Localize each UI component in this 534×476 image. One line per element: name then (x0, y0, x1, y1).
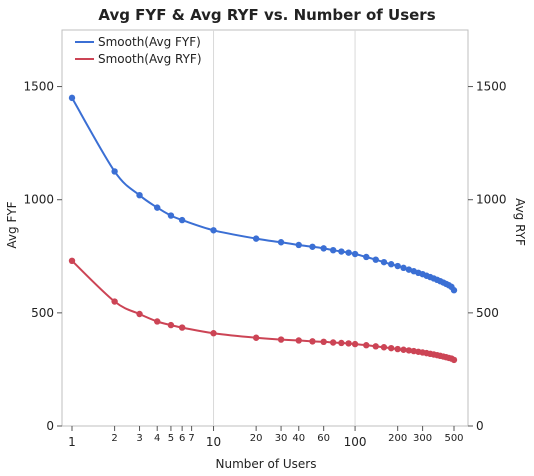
x-tick-label: 500 (444, 433, 463, 444)
y-tick-label-left: 500 (31, 306, 54, 320)
data-point-fyf (345, 249, 352, 256)
data-point-ryf (388, 344, 395, 352)
data-point-fyf (388, 261, 395, 268)
y-axis-label-right: Avg RYF (513, 198, 527, 246)
data-point-ryf (405, 347, 413, 354)
y-tick-label-right: 1000 (476, 193, 507, 207)
x-tick-label: 60 (317, 433, 330, 444)
x-tick-label: 4 (154, 433, 160, 444)
data-point-fyf (380, 258, 388, 266)
data-point-fyf (210, 227, 217, 234)
data-point-ryf (295, 337, 302, 344)
data-point-ryf (320, 338, 327, 346)
legend: Smooth(Avg FYF) Smooth(Avg RYF) (75, 35, 202, 66)
data-point-ryf (351, 340, 359, 348)
x-tick-label: 10 (206, 435, 221, 449)
data-point-ryf (154, 318, 161, 325)
data-point-fyf (351, 250, 359, 258)
data-point-ryf (68, 257, 76, 265)
x-axis-label: Number of Users (215, 457, 316, 471)
legend-label-fyf: Smooth(Avg FYF) (98, 35, 201, 49)
y-tick-label-right: 1500 (476, 80, 507, 94)
data-point-fyf (405, 266, 413, 273)
x-tick-label: 1 (68, 435, 76, 449)
chart-title: Avg FYF & Avg RYF vs. Number of Users (98, 6, 435, 24)
data-point-ryf (372, 343, 379, 350)
data-point-fyf (154, 204, 161, 211)
y-axis-left: 0 500 1000 1500 (23, 80, 62, 433)
x-tick-label: 300 (413, 433, 432, 444)
x-tick-label: 7 (188, 433, 194, 444)
x-tick-label: 5 (168, 433, 174, 444)
data-point-fyf (394, 262, 401, 270)
data-point-fyf (320, 245, 327, 252)
data-point-ryf (136, 310, 143, 318)
x-tick-label: 200 (388, 433, 407, 444)
y-axis-right: 0 500 1000 1500 (468, 80, 507, 433)
data-point-fyf (178, 216, 186, 224)
x-tick-label: 20 (250, 433, 263, 444)
data-point-fyf (372, 256, 379, 263)
data-point-ryf (167, 321, 175, 329)
plot-frame (61, 29, 469, 427)
data-point-fyf (400, 264, 407, 272)
data-point-ryf (210, 330, 217, 337)
x-tick-label: 40 (292, 433, 305, 444)
data-point-fyf (450, 287, 458, 294)
data-point-ryf (178, 324, 186, 331)
data-point-ryf (329, 339, 337, 346)
legend-label-ryf: Smooth(Avg RYF) (98, 52, 202, 66)
data-point-ryf (309, 338, 316, 345)
data-point-fyf (309, 243, 316, 250)
data-point-fyf (338, 248, 345, 255)
data-point-fyf (363, 253, 370, 261)
y-tick-label-right: 0 (476, 419, 484, 433)
data-point-fyf (295, 241, 302, 249)
data-point-ryf (450, 356, 458, 364)
data-point-ryf (380, 344, 388, 351)
data-point-ryf (345, 340, 352, 347)
data-point-fyf (167, 212, 175, 219)
data-point-fyf (277, 239, 285, 246)
data-point-ryf (338, 339, 345, 347)
data-point-ryf (277, 336, 285, 343)
data-point-ryf (394, 345, 401, 353)
x-tick-label: 2 (111, 433, 117, 444)
data-point-ryf (111, 298, 118, 305)
x-tick-label: 30 (275, 433, 288, 444)
data-point-fyf (68, 94, 76, 102)
y-tick-label-right: 500 (476, 306, 499, 320)
data-point-fyf (111, 168, 118, 175)
x-axis: 1 2 3 4 5 6 7 10 20 30 40 60 100 200 300 500 (68, 426, 464, 449)
data-point-ryf (252, 334, 260, 341)
data-point-fyf (252, 235, 260, 242)
data-point-ryf (363, 342, 370, 349)
x-tick-label: 3 (136, 433, 142, 444)
y-axis-label-left: Avg FYF (5, 201, 19, 248)
x-tick-label: 6 (179, 433, 185, 444)
data-point-ryf (400, 346, 407, 353)
data-point-fyf (329, 246, 337, 254)
x-tick-label: 100 (344, 435, 367, 449)
data-point-fyf (136, 191, 143, 199)
y-tick-label-left: 1500 (23, 80, 54, 94)
y-tick-label-left: 1000 (23, 193, 54, 207)
y-tick-label-left: 0 (46, 419, 54, 433)
series-layer (68, 94, 458, 364)
